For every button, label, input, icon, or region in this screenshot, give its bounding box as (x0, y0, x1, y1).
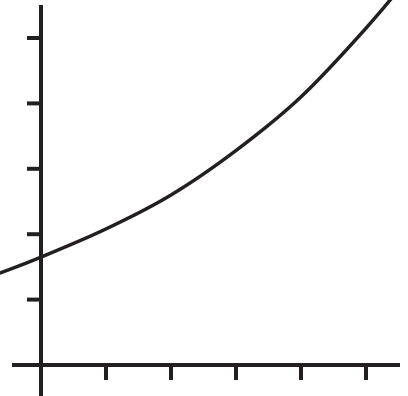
x-ticks (104, 365, 368, 380)
y-ticks (27, 36, 41, 302)
series-group (0, 0, 393, 275)
series-line (0, 0, 393, 275)
